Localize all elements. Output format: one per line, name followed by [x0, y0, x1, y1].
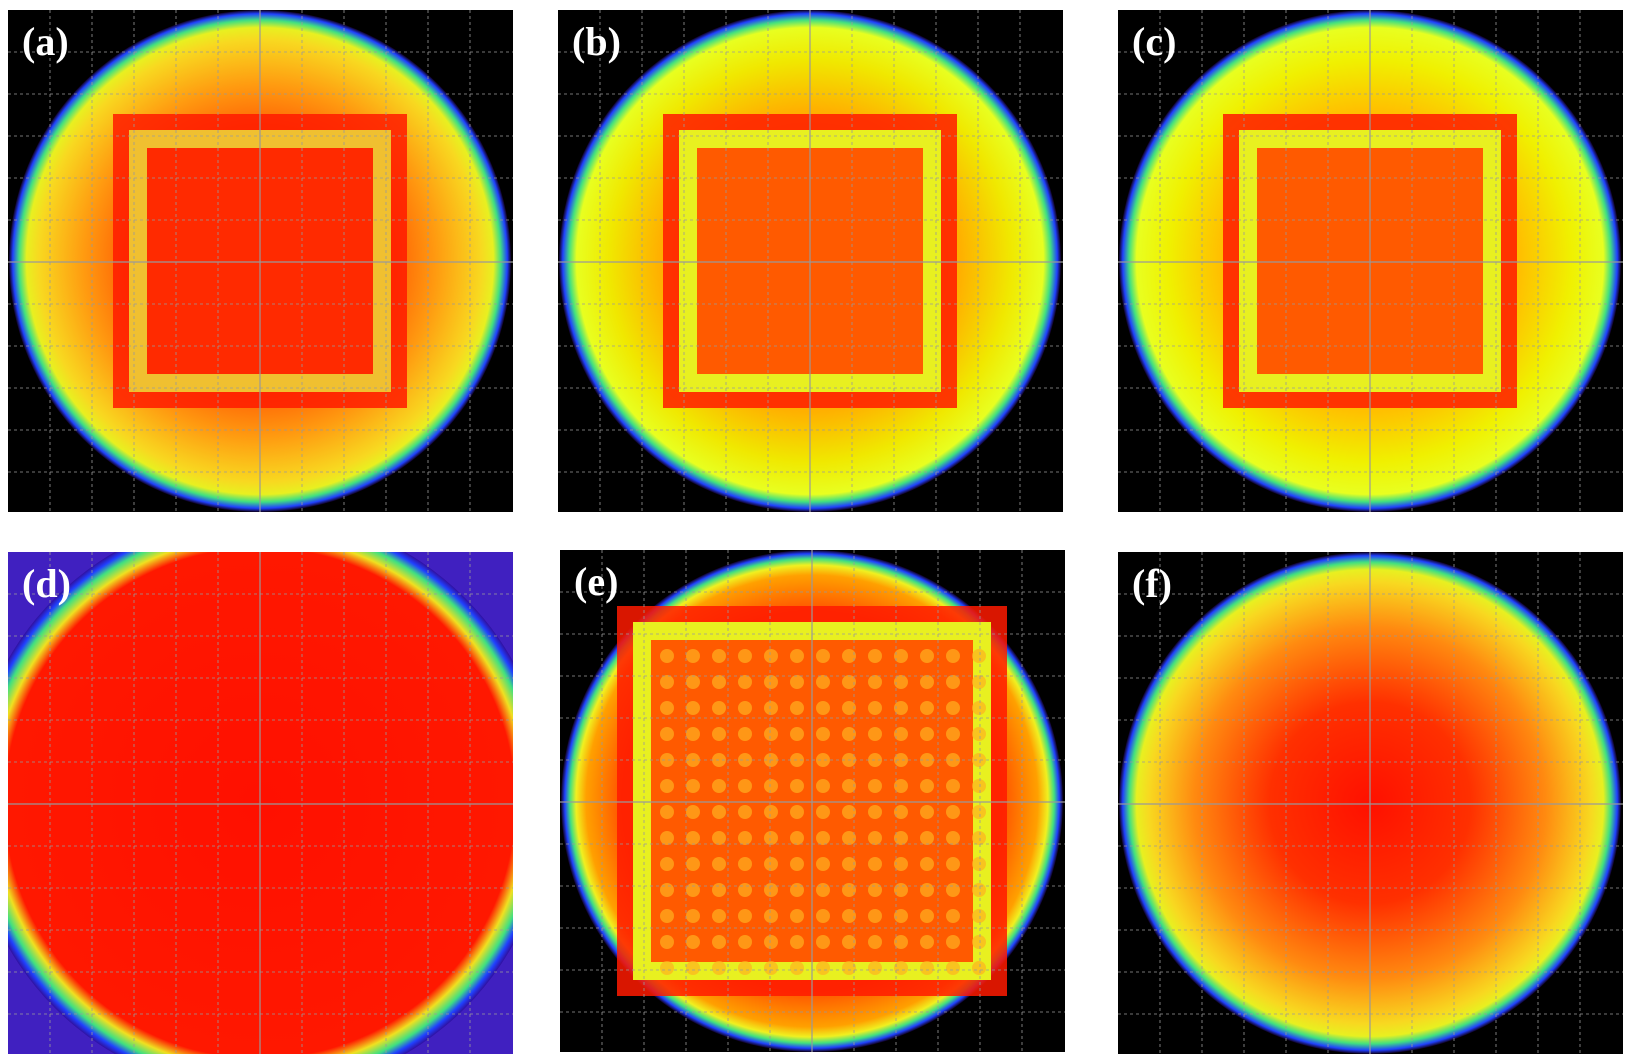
panel-label: (b)	[572, 19, 621, 64]
panel: (b)	[558, 10, 1063, 512]
beam-profile	[560, 550, 1065, 1052]
panel: (f)	[1118, 552, 1623, 1054]
panel-label: (a)	[22, 19, 69, 64]
beam-profile	[1118, 10, 1623, 512]
panel: (c)	[1118, 10, 1623, 512]
panel-label: (e)	[574, 559, 619, 604]
panel: (d)	[0, 513, 550, 1063]
panel: (e)	[560, 550, 1065, 1052]
beam-profile	[558, 10, 1063, 512]
panel-label: (d)	[22, 561, 71, 606]
beam-profile	[1118, 552, 1623, 1054]
panel: (a)	[8, 10, 513, 512]
beam-profile	[8, 10, 513, 512]
panel-label: (f)	[1132, 561, 1172, 606]
panel-label: (c)	[1132, 19, 1177, 64]
beam-profile	[0, 513, 550, 1063]
